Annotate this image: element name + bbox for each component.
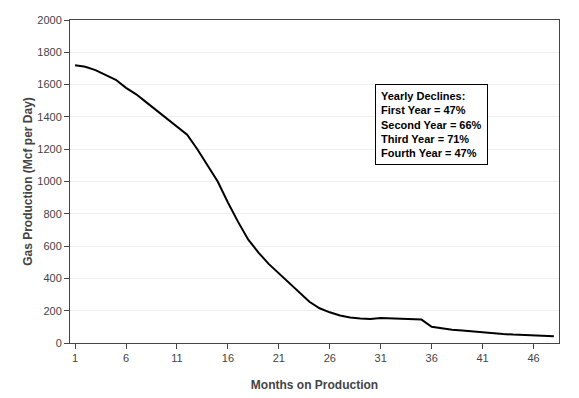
svg-text:Months on Production: Months on Production (251, 378, 378, 392)
svg-text:1800: 1800 (37, 46, 61, 58)
svg-text:1: 1 (72, 352, 78, 364)
svg-text:Yearly Declines:First Year = 4: Yearly Declines:First Year = 47%Second Y… (381, 90, 482, 159)
svg-text:26: 26 (324, 352, 336, 364)
svg-text:0: 0 (56, 337, 62, 349)
svg-text:31: 31 (375, 352, 387, 364)
svg-text:2000: 2000 (37, 14, 61, 26)
svg-text:21: 21 (273, 352, 285, 364)
svg-text:6: 6 (123, 352, 129, 364)
svg-text:1600: 1600 (37, 78, 61, 90)
svg-text:200: 200 (43, 305, 61, 317)
svg-text:46: 46 (527, 352, 539, 364)
svg-text:Gas Production (Mcf per Day): Gas Production (Mcf per Day) (21, 97, 35, 266)
svg-text:400: 400 (43, 272, 61, 284)
svg-text:16: 16 (222, 352, 234, 364)
svg-text:41: 41 (476, 352, 488, 364)
svg-text:1200: 1200 (37, 143, 61, 155)
svg-text:800: 800 (43, 208, 61, 220)
svg-text:600: 600 (43, 240, 61, 252)
svg-text:36: 36 (426, 352, 438, 364)
svg-text:1000: 1000 (37, 175, 61, 187)
svg-text:11: 11 (171, 352, 182, 364)
svg-text:1400: 1400 (37, 111, 61, 123)
